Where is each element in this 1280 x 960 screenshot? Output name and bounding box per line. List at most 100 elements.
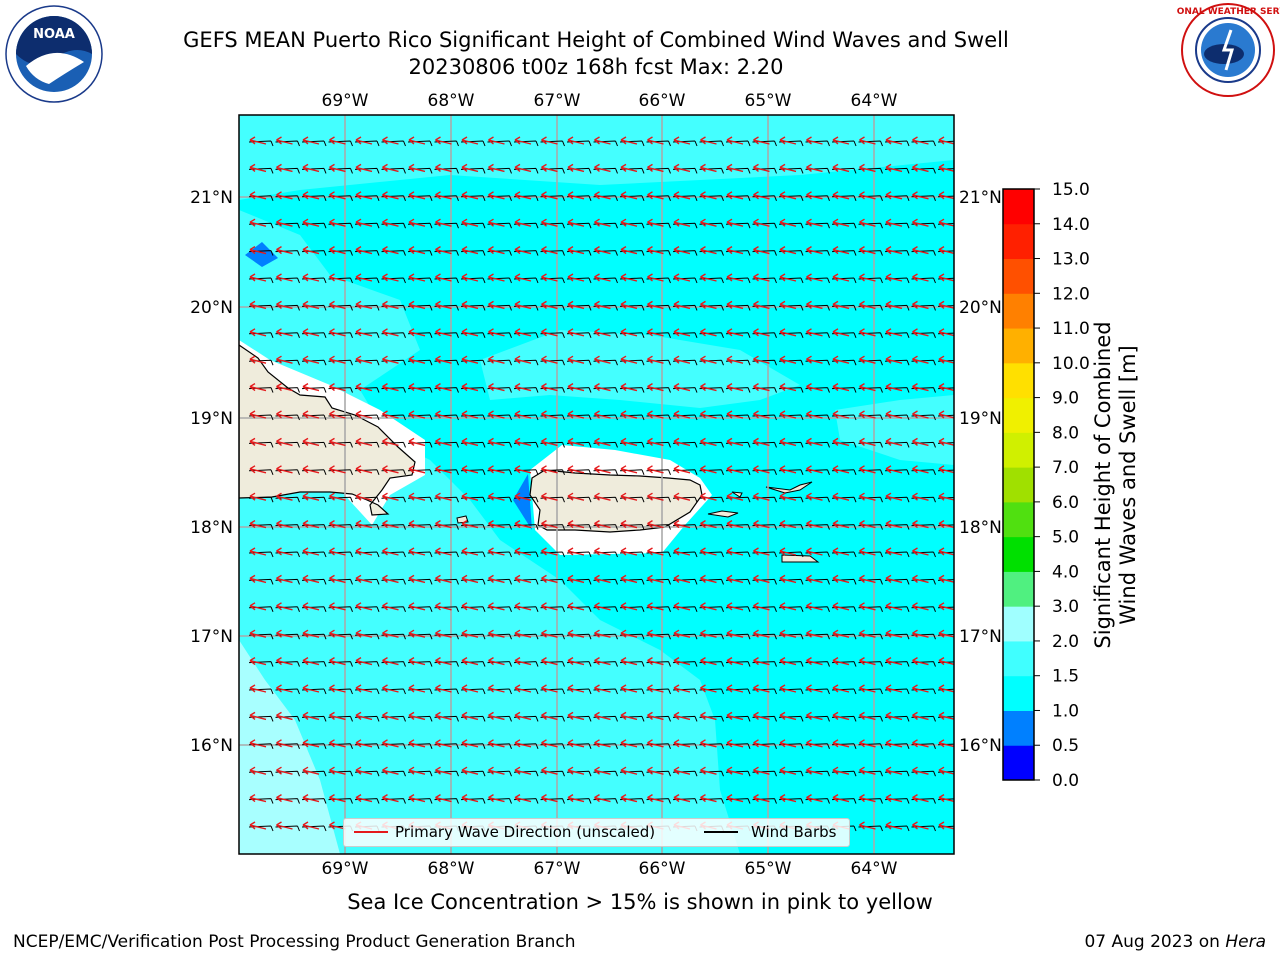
wave-direction-arrow <box>673 602 691 611</box>
wave-direction-arrow <box>435 547 452 556</box>
wave-direction-arrow <box>912 793 929 803</box>
map-title: GEFS MEAN Puerto Rico Significant Height… <box>183 28 1009 52</box>
wave-direction-arrow <box>541 300 558 310</box>
wave-direction-arrow <box>753 191 770 200</box>
wave-direction-arrow <box>435 684 452 693</box>
wave-direction-arrow <box>302 547 320 556</box>
wave-direction-arrow <box>276 656 293 666</box>
wave-direction-arrow <box>541 574 558 584</box>
wave-direction-arrow <box>779 437 797 447</box>
wave-direction-arrow <box>912 574 929 584</box>
wave-direction-arrow <box>673 245 691 255</box>
wave-direction-arrow <box>541 739 558 748</box>
wave-direction-arrow <box>514 684 532 693</box>
wave-direction-arrow <box>541 163 558 173</box>
wave-direction-arrow <box>488 656 505 666</box>
wave-direction-arrow <box>700 492 717 501</box>
wave-direction-arrow <box>382 793 399 803</box>
wave-direction-arrow <box>302 766 320 775</box>
wave-direction-arrow <box>382 191 399 200</box>
wave-direction-arrow <box>806 136 823 145</box>
wave-direction-arrow <box>435 410 452 419</box>
wave-direction-arrow <box>938 355 954 364</box>
wave-direction-arrow <box>567 684 585 693</box>
wave-direction-arrow <box>673 574 691 584</box>
wave-direction-arrow <box>726 519 744 529</box>
wave-direction-arrow <box>753 437 770 447</box>
wave-direction-arrow <box>514 218 532 227</box>
wave-direction-arrow <box>673 300 691 310</box>
map-subtitle: 20230806 t00z 168h fcst Max: 2.20 <box>408 55 784 79</box>
colorbar-tick-label: 2.0 <box>1052 632 1079 652</box>
wave-direction-arrow <box>594 465 611 474</box>
wave-direction-arrow <box>541 328 558 337</box>
wave-direction-arrow <box>859 136 876 145</box>
wave-direction-arrow <box>832 574 850 584</box>
wave-direction-legend-swatch <box>354 831 388 833</box>
wave-direction-arrow <box>912 656 929 666</box>
wave-direction-arrow <box>276 355 293 364</box>
wave-direction-arrow <box>938 821 954 830</box>
wave-direction-arrow <box>276 245 293 255</box>
lat-tick-label: 19°N <box>190 409 233 429</box>
wave-direction-arrow <box>461 602 479 611</box>
wave-direction-arrow <box>382 465 399 474</box>
wave-direction-arrow <box>938 711 954 720</box>
wave-direction-arrow <box>832 739 850 748</box>
wave-direction-arrow <box>806 410 823 419</box>
wave-direction-arrow <box>620 300 638 310</box>
colorbar-segment <box>1003 223 1034 260</box>
wave-direction-arrow <box>594 136 611 145</box>
wave-direction-arrow <box>435 465 452 474</box>
wave-direction-arrow <box>567 492 585 501</box>
colorbar-segment <box>1003 571 1034 607</box>
wave-direction-arrow <box>885 793 903 803</box>
wave-direction-arrow <box>249 821 267 830</box>
wave-direction-arrow <box>276 602 293 611</box>
wave-direction-arrow <box>382 574 399 584</box>
wave-direction-arrow <box>885 821 903 830</box>
wave-direction-arrow <box>302 629 320 638</box>
wave-direction-arrow <box>435 300 452 310</box>
wave-direction-arrow <box>700 218 717 227</box>
wave-direction-arrow <box>912 821 929 830</box>
wave-direction-arrow <box>355 793 373 803</box>
wave-direction-arrow <box>647 163 664 173</box>
wave-direction-arrow <box>329 684 346 693</box>
wave-direction-arrow <box>408 793 426 803</box>
wave-direction-arrow <box>461 300 479 310</box>
wave-direction-arrow <box>302 382 320 392</box>
wave-height-band-1.5-2.0 <box>480 330 800 408</box>
noaa-logo-text: NOAA <box>33 27 75 42</box>
wave-direction-arrow <box>355 410 373 419</box>
wave-direction-arrow <box>673 656 691 666</box>
colorbar-segment <box>1003 432 1034 468</box>
wave-direction-arrow <box>276 218 293 227</box>
wave-direction-arrow <box>488 519 505 529</box>
wave-direction-arrow <box>885 300 903 310</box>
wave-direction-arrow <box>329 328 346 337</box>
wave-direction-arrow <box>594 519 611 529</box>
wave-direction-arrow <box>806 382 823 392</box>
wave-direction-arrow <box>779 656 797 666</box>
wave-direction-arrow <box>938 739 954 748</box>
wave-direction-arrow <box>461 410 479 419</box>
wave-direction-arrow <box>885 136 903 145</box>
wave-direction-arrow <box>620 629 638 638</box>
wave-direction-arrow <box>567 300 585 310</box>
wave-direction-arrow <box>885 410 903 419</box>
wave-direction-arrow <box>594 766 611 775</box>
wave-direction-arrow <box>302 355 320 364</box>
wave-direction-arrow <box>912 602 929 611</box>
wave-direction-arrow <box>382 273 399 282</box>
wave-direction-arrow <box>567 739 585 748</box>
wave-direction-arrow <box>673 629 691 638</box>
wave-direction-arrow <box>806 547 823 556</box>
wave-direction-arrow <box>938 793 954 803</box>
wave-direction-arrow <box>594 711 611 721</box>
wave-direction-arrow <box>249 245 267 255</box>
wave-direction-arrow <box>408 492 426 501</box>
colorbar-tick-label: 15.0 <box>1052 180 1090 200</box>
wave-direction-arrow <box>700 382 717 392</box>
colorbar-tick-label: 7.0 <box>1052 458 1079 478</box>
